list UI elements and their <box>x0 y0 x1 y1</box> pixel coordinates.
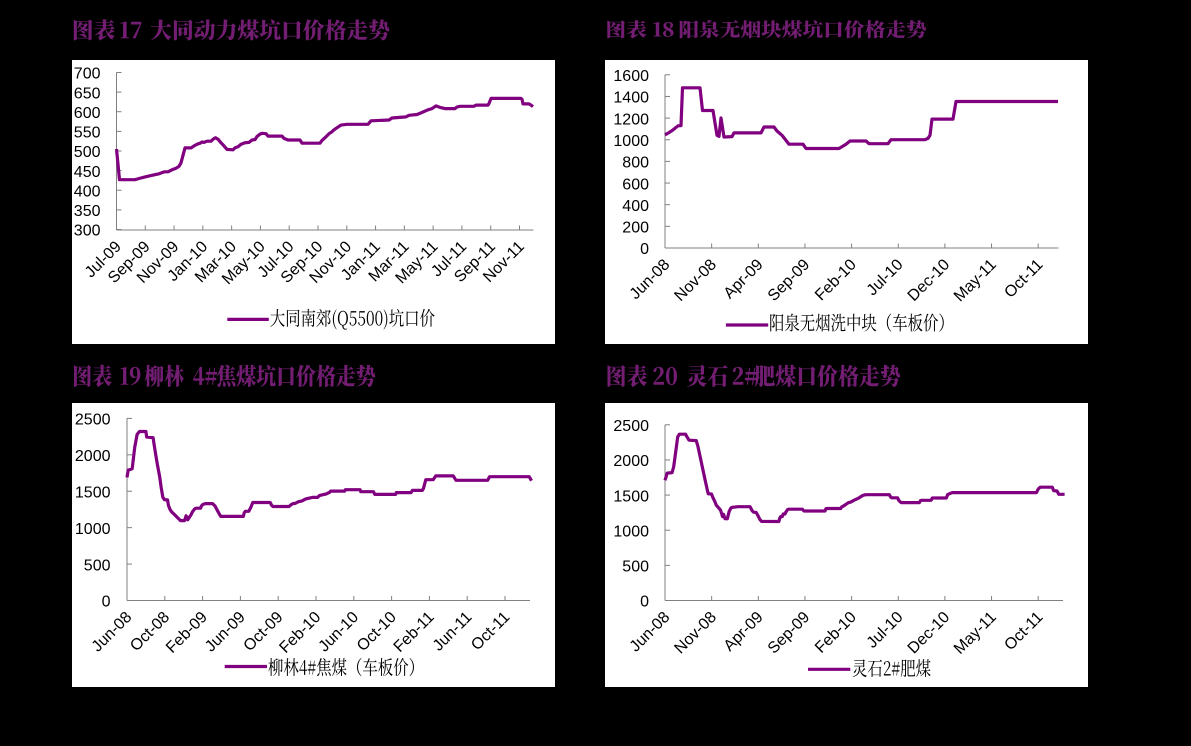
svg-text:1200: 1200 <box>613 111 649 128</box>
svg-text:200: 200 <box>622 220 649 237</box>
svg-text:1000: 1000 <box>75 521 111 538</box>
svg-text:600: 600 <box>74 105 101 122</box>
svg-text:500: 500 <box>84 557 111 574</box>
svg-text:1000: 1000 <box>613 523 649 540</box>
svg-text:2500: 2500 <box>75 412 111 429</box>
svg-text:1600: 1600 <box>613 68 649 85</box>
svg-text:1400: 1400 <box>613 90 649 107</box>
svg-text:400: 400 <box>622 198 649 215</box>
svg-text:350: 350 <box>74 203 101 220</box>
svg-text:2000: 2000 <box>75 448 111 465</box>
svg-text:0: 0 <box>640 594 649 611</box>
svg-text:1500: 1500 <box>613 488 649 505</box>
svg-text:300: 300 <box>74 223 101 240</box>
svg-text:0: 0 <box>102 594 111 611</box>
svg-text:2000: 2000 <box>613 453 649 470</box>
svg-text:550: 550 <box>74 125 101 142</box>
svg-text:1000: 1000 <box>613 133 649 150</box>
svg-text:600: 600 <box>622 176 649 193</box>
svg-text:800: 800 <box>622 155 649 172</box>
svg-text:450: 450 <box>74 164 101 181</box>
svg-text:700: 700 <box>74 66 101 83</box>
svg-text:500: 500 <box>74 144 101 161</box>
svg-text:1500: 1500 <box>75 484 111 501</box>
svg-text:2500: 2500 <box>613 418 649 435</box>
svg-text:0: 0 <box>640 241 649 258</box>
svg-text:500: 500 <box>622 559 649 576</box>
svg-text:650: 650 <box>74 85 101 102</box>
svg-text:400: 400 <box>74 183 101 200</box>
